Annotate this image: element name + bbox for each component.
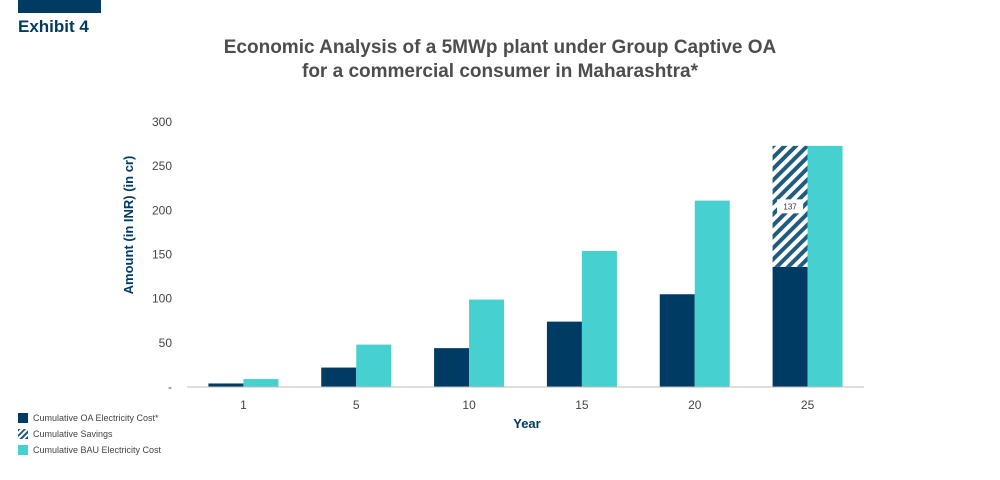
legend-item-savings: Cumulative Savings	[18, 426, 161, 442]
y-tick-label: 100	[152, 292, 172, 306]
legend: Cumulative OA Electricity Cost* Cumulati…	[18, 410, 161, 458]
legend-item-bau-cost: Cumulative BAU Electricity Cost	[18, 442, 161, 458]
legend-label-bau-cost: Cumulative BAU Electricity Cost	[33, 445, 162, 455]
y-tick-label: 250	[152, 159, 172, 173]
x-tick-label: 10	[462, 398, 476, 412]
bar-oa-cost	[546, 321, 582, 387]
y-tick-label: -	[168, 380, 172, 394]
savings-label-box	[777, 199, 804, 214]
y-tick-label: 50	[159, 336, 173, 350]
legend-swatch-bau-cost	[18, 445, 28, 455]
y-tick-label: 200	[152, 203, 172, 217]
bar-oa-cost	[772, 266, 808, 387]
y-tick-label: 150	[152, 248, 172, 262]
bar-bau-cost	[243, 379, 279, 387]
x-tick-label: 1	[240, 398, 247, 412]
x-tick-label: 20	[688, 398, 702, 412]
bar-oa-cost	[208, 383, 244, 387]
x-tick-label: 25	[801, 398, 815, 412]
y-tick-label: 300	[152, 115, 172, 129]
legend-label-oa-cost: Cumulative OA Electricity Cost*	[33, 413, 159, 423]
bar-bau-cost	[694, 200, 730, 387]
bar-bau-cost	[807, 145, 843, 387]
chart-title-line-2: for a commercial consumer in Maharashtra…	[302, 61, 698, 82]
bar-oa-cost	[659, 294, 695, 387]
exhibit-accent-bar	[18, 0, 101, 13]
bar-oa-cost	[434, 348, 470, 387]
chart-title-line-1: Economic Analysis of a 5MWp plant under …	[223, 37, 777, 58]
x-tick-label: 15	[575, 398, 589, 412]
bar-bau-cost	[581, 250, 617, 387]
legend-label-savings: Cumulative Savings	[33, 429, 113, 439]
savings-data-label: 137	[783, 202, 797, 211]
bar-bau-cost	[356, 344, 392, 387]
bar-oa-cost	[321, 367, 357, 387]
y-axis-label: Amount (in INR) (in cr)	[121, 156, 136, 295]
legend-item-oa-cost: Cumulative OA Electricity Cost*	[18, 410, 161, 426]
exhibit-label: Exhibit 4	[18, 17, 89, 36]
x-tick-label: 5	[353, 398, 360, 412]
x-axis-label: Year	[513, 416, 540, 431]
legend-swatch-oa-cost	[18, 413, 28, 423]
bar-bau-cost	[469, 299, 505, 387]
legend-swatch-savings	[18, 429, 28, 439]
